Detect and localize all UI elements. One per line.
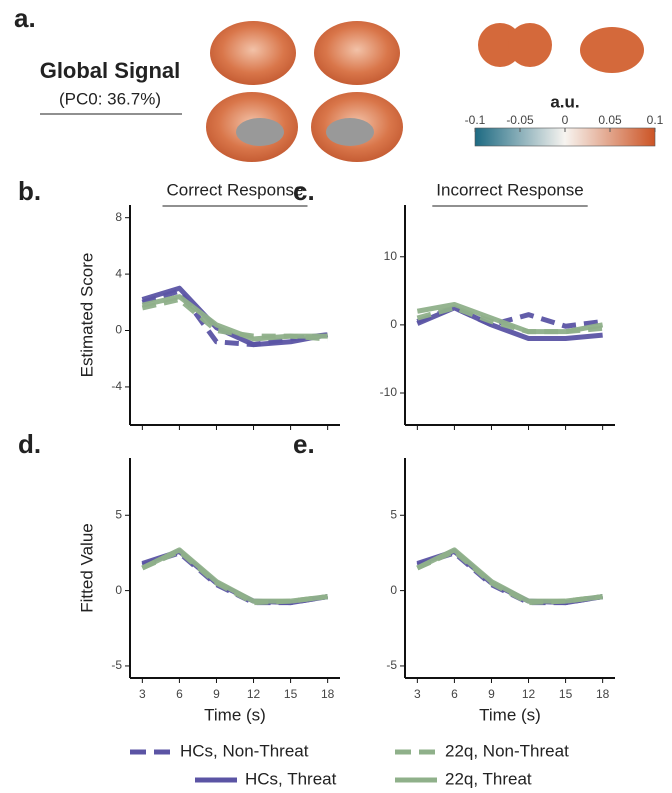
x-tick-label: 12 — [247, 687, 261, 701]
legend-label: 22q, Non-Threat — [445, 741, 569, 760]
panel-label: b. — [18, 176, 41, 206]
y-tick-label: -10 — [380, 385, 398, 399]
x-axis-label: Time (s) — [204, 705, 266, 724]
y-tick-label: -5 — [111, 658, 122, 672]
series-line — [141, 294, 328, 342]
header-title: Global Signal — [40, 58, 181, 83]
x-tick-label: 18 — [596, 687, 610, 701]
x-tick-label: 3 — [139, 687, 146, 701]
series-line — [141, 547, 328, 604]
x-tick-label: 6 — [176, 687, 183, 701]
header-subtitle: (PC0: 36.7%) — [59, 89, 161, 108]
x-tick-label: 12 — [522, 687, 536, 701]
panel-label: d. — [18, 429, 41, 459]
legend-label: 22q, Threat — [445, 769, 532, 788]
colorbar-title: a.u. — [550, 92, 579, 111]
legend-label: HCs, Threat — [245, 769, 337, 788]
x-tick-label: 6 — [451, 687, 458, 701]
x-tick-label: 15 — [284, 687, 298, 701]
x-tick-label: 9 — [488, 687, 495, 701]
panel-label: e. — [293, 429, 315, 459]
series-line — [416, 301, 604, 335]
colorbar-tick-label: 0 — [562, 113, 569, 127]
y-tick-label: 4 — [115, 266, 122, 280]
series-line — [416, 548, 603, 606]
panel-label: a. — [14, 3, 36, 33]
y-tick-label: -4 — [111, 379, 122, 393]
chart-title: Incorrect Response — [436, 180, 583, 199]
y-axis-label: Fitted Value — [77, 523, 96, 612]
legend-label: HCs, Non-Threat — [180, 741, 309, 760]
x-tick-label: 18 — [321, 687, 335, 701]
x-tick-label: 3 — [414, 687, 421, 701]
y-tick-label: -5 — [386, 658, 397, 672]
x-axis-label: Time (s) — [479, 705, 541, 724]
series-line — [141, 285, 329, 348]
colorbar-tick-label: -0.05 — [506, 113, 534, 127]
brain-images — [206, 21, 644, 162]
y-tick-label: 8 — [115, 210, 122, 224]
panel-label: c. — [293, 176, 315, 206]
y-tick-label: 5 — [390, 507, 397, 521]
y-tick-label: 0 — [115, 323, 122, 337]
colorbar-tick-label: 0.1 — [647, 113, 664, 127]
x-tick-label: 15 — [559, 687, 573, 701]
y-tick-label: 0 — [115, 583, 122, 597]
colorbar-tick-label: -0.1 — [465, 113, 486, 127]
y-tick-label: 10 — [384, 249, 398, 263]
y-tick-label: 5 — [115, 507, 122, 521]
x-tick-label: 9 — [213, 687, 220, 701]
colorbar-tick-label: 0.05 — [598, 113, 622, 127]
y-axis-label: Estimated Score — [77, 253, 96, 378]
chart-title: Correct Response — [166, 180, 303, 199]
y-tick-label: 0 — [390, 583, 397, 597]
y-tick-label: 0 — [390, 317, 397, 331]
series-line — [141, 548, 328, 606]
series-line — [416, 547, 603, 604]
